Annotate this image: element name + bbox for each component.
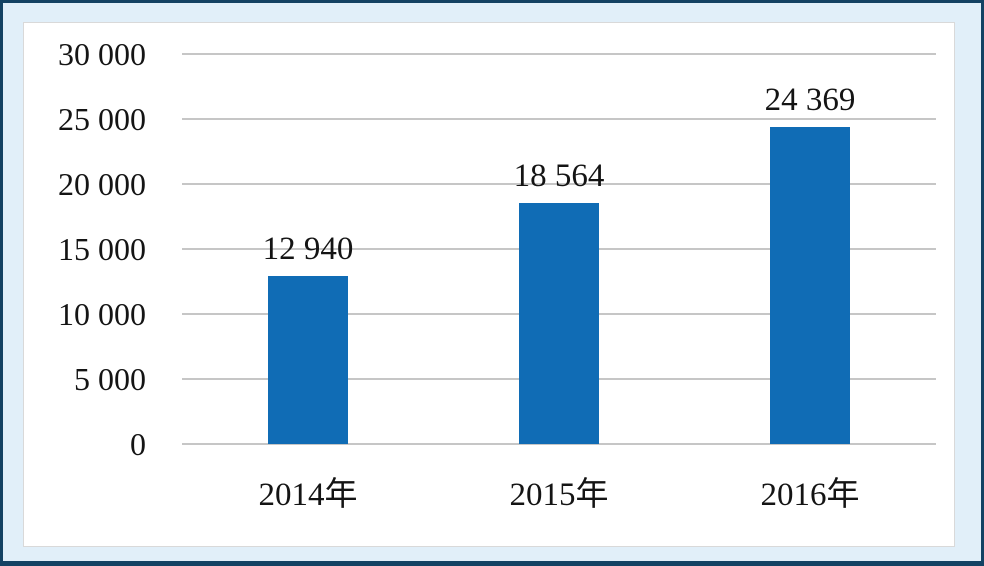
- y-tick-label: 20 000: [58, 166, 146, 202]
- y-tick-label: 30 000: [58, 36, 146, 72]
- gridline: [182, 443, 936, 445]
- y-tick-label: 5 000: [74, 361, 146, 397]
- y-tick-label: 25 000: [58, 101, 146, 137]
- gridline: [182, 118, 936, 120]
- y-tick-label: 0: [130, 426, 146, 462]
- x-category-label: 2016年: [760, 477, 860, 513]
- x-category-label: 2015年: [509, 477, 609, 513]
- bar: [519, 203, 599, 444]
- y-tick-label: 15 000: [58, 231, 146, 267]
- gridline: [182, 183, 936, 185]
- bar-value-label: 12 940: [262, 231, 354, 267]
- y-tick-label: 10 000: [58, 296, 146, 332]
- gridline: [182, 53, 936, 55]
- chart-panel: 30 000 25 000 20 000 15 000 10 000 5 000 0 12 …: [23, 22, 955, 547]
- bar: [770, 127, 850, 444]
- bar-value-label: 24 369: [764, 82, 856, 118]
- x-category-label: 2014年: [258, 477, 358, 513]
- plot-area: 12 940 18 564 24 369: [182, 53, 936, 445]
- bar-value-label: 18 564: [513, 158, 605, 194]
- bar: [268, 276, 348, 444]
